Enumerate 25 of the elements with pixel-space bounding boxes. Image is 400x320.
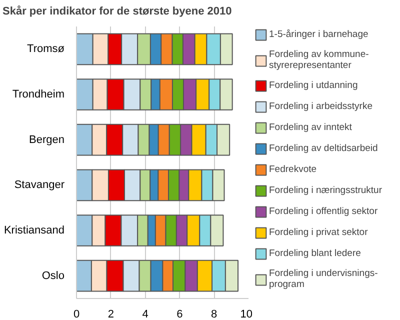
y-tick-label: Oslo — [42, 270, 65, 282]
legend-label: Fordeling i privat sektor — [269, 227, 368, 238]
x-tick-label: 2 — [108, 308, 114, 320]
y-tick-label: Kristiansand — [4, 224, 65, 236]
legend-label: Fordeling av kommune-styrerepresentanter — [269, 49, 369, 71]
x-tick-label: 0 — [73, 308, 80, 320]
x-tick-label: 4 — [142, 308, 148, 320]
legend-label: Fordeling av deltidsarbeid — [269, 143, 378, 154]
x-tick-label: 10 — [240, 308, 253, 320]
legend-label: Fordeling i arbeidsstyrke — [269, 101, 372, 112]
legend-label: Fordeling i næringsstruktur — [269, 185, 382, 196]
y-tick-label: Tromsø — [27, 43, 65, 56]
x-tick-label: 6 — [176, 308, 183, 320]
legend-label: Fordeling blant ledere — [269, 248, 361, 259]
legend-label: Fedrekvote — [269, 164, 317, 175]
chart-title: Skår per indikator for de største byene 2010 — [2, 4, 232, 18]
legend-label: Fordeling av inntekt — [269, 122, 352, 133]
y-tick-label: Trondheim — [12, 88, 64, 100]
y-tick-label: Bergen — [29, 134, 65, 146]
legend-label: 1-5-åringer i barnehage — [269, 29, 368, 40]
legend-label: Fordeling i utdanning — [269, 80, 358, 91]
y-tick-label: Stavanger — [14, 179, 65, 192]
legend-label: Fordeling i undervisnings-program — [269, 268, 378, 290]
x-tick-label: 8 — [211, 308, 218, 320]
legend-label: Fordeling i offentlig sektor — [269, 206, 378, 217]
